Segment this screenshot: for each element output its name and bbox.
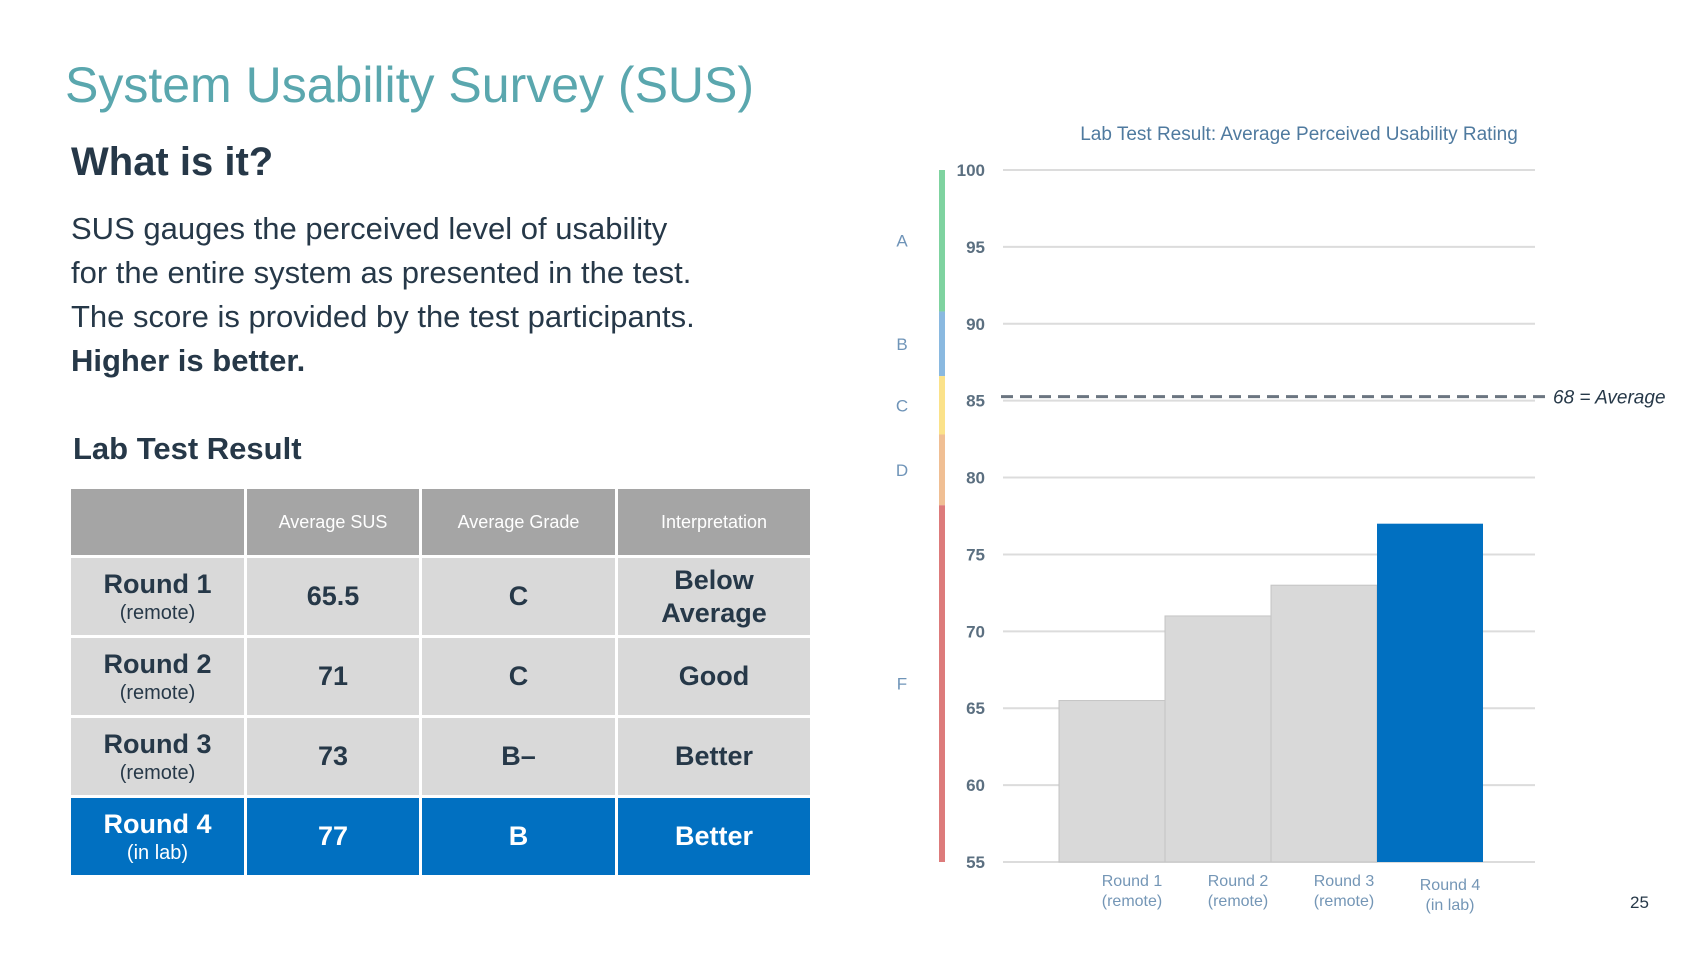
x-tick-label: Round 1 [1102, 873, 1163, 890]
sus-value: 73 [317, 741, 349, 771]
y-tick-label: 100 [957, 161, 985, 180]
bar [1377, 523, 1483, 862]
description: SUS gauges the perceived level of usabil… [71, 207, 771, 383]
grade-band [939, 434, 945, 506]
x-tick-label: Round 3 [1314, 873, 1375, 890]
grade-value: B– [501, 741, 536, 771]
sus-cell: 77 [244, 795, 422, 878]
y-tick-label: 95 [966, 238, 985, 257]
slide-title: System Usability Survey (SUS) [65, 57, 755, 113]
grade-value: C [508, 581, 529, 611]
sus-cell: 73 [244, 715, 422, 798]
interpretation-cell: Good [615, 635, 813, 718]
x-tick-label: (remote) [1102, 893, 1162, 910]
sus-value: 71 [317, 661, 349, 691]
interpretation-value: Better [674, 741, 754, 771]
grade-cell: B [419, 795, 618, 878]
grade-label: F [897, 675, 907, 694]
interpretation-cell: Better [615, 795, 813, 878]
sus-cell: 71 [244, 635, 422, 718]
round-cell: Round 4 (in lab) [68, 795, 247, 878]
grade-band [939, 170, 945, 312]
bar [1058, 700, 1166, 863]
table-row: Round 1 (remote) 65.5 C Below Average [68, 555, 813, 638]
grade-band [939, 505, 945, 862]
grade-label: D [896, 461, 908, 480]
round-location: (in lab) [126, 841, 189, 864]
y-tick-label: 65 [966, 699, 985, 718]
interpretation-value: Below Average [661, 564, 767, 628]
page-number: 25 [1630, 893, 1649, 912]
y-tick-label: 60 [966, 776, 985, 795]
sus-value: 65.5 [306, 581, 360, 611]
interpretation-value: Good [678, 661, 750, 691]
round-cell: Round 3 (remote) [68, 715, 247, 798]
header-average-sus: Average SUS [244, 486, 422, 558]
y-tick-label: 75 [966, 545, 985, 564]
interpretation-cell: Better [615, 715, 813, 798]
table-heading: Lab Test Result [73, 431, 302, 466]
x-tick-label: (remote) [1208, 893, 1268, 910]
interpretation-cell: Below Average [615, 555, 813, 638]
description-emphasis: Higher is better. [71, 343, 306, 378]
grade-value: C [508, 661, 529, 691]
header-average-grade: Average Grade [419, 486, 618, 558]
grade-label: C [896, 396, 908, 415]
header-empty [68, 486, 247, 558]
interpretation-value: Better [674, 821, 754, 851]
chart-title: Lab Test Result: Average Perceived Usabi… [1080, 124, 1518, 145]
grade-band [939, 311, 945, 377]
round-cell: Round 1 (remote) [68, 555, 247, 638]
round-location: (remote) [119, 681, 196, 704]
y-tick-label: 70 [966, 622, 985, 641]
description-line: The score is provided by the test partic… [71, 299, 695, 334]
description-line: for the entire system as presented in th… [71, 255, 692, 290]
y-tick-label: 85 [966, 392, 985, 411]
grade-label: B [896, 335, 907, 354]
table-row-highlighted: Round 4 (in lab) 77 B Better [68, 795, 813, 878]
header-interpretation: Interpretation [615, 486, 813, 558]
round-name: Round 3 [103, 728, 212, 759]
grade-value: B [508, 821, 529, 851]
round-location: (remote) [119, 601, 196, 624]
bar [1164, 615, 1272, 863]
reference-line-label: 68 = Average [1553, 388, 1666, 409]
grade-cell: B– [419, 715, 618, 798]
x-tick-label: Round 2 [1208, 873, 1269, 890]
table-header-row: Average SUS Average Grade Interpretation [68, 486, 813, 558]
round-location: (remote) [119, 761, 196, 784]
x-tick-label: (in lab) [1426, 897, 1475, 914]
y-tick-label: 55 [966, 853, 985, 872]
section-heading: What is it? [71, 140, 274, 184]
y-tick-label: 80 [966, 469, 985, 488]
round-name: Round 2 [103, 648, 212, 679]
grade-label: A [896, 232, 908, 251]
grade-band [939, 376, 945, 435]
bar [1270, 584, 1378, 863]
round-cell: Round 2 (remote) [68, 635, 247, 718]
grade-cell: C [419, 635, 618, 718]
sus-cell: 65.5 [244, 555, 422, 638]
sus-value: 77 [317, 821, 349, 851]
description-line: SUS gauges the perceived level of usabil… [71, 211, 668, 246]
lab-result-table: Average SUS Average Grade Interpretation… [68, 486, 813, 878]
x-tick-label: (remote) [1314, 893, 1374, 910]
grade-cell: C [419, 555, 618, 638]
y-tick-label: 90 [966, 315, 985, 334]
table-row: Round 3 (remote) 73 B– Better [68, 715, 813, 798]
round-name: Round 4 [103, 808, 212, 839]
x-tick-label: Round 4 [1420, 877, 1481, 894]
round-name: Round 1 [103, 568, 212, 599]
table-row: Round 2 (remote) 71 C Good [68, 635, 813, 718]
